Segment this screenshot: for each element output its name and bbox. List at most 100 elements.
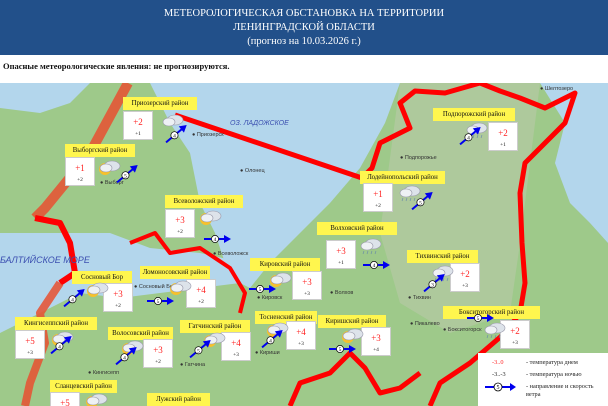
rain-icon bbox=[484, 322, 506, 339]
legend: -3..0 - температура днем -3..-3 - темпер… bbox=[478, 353, 608, 406]
day-temperature: +3 bbox=[371, 333, 381, 343]
wind-arrow-icon: 4 bbox=[459, 127, 481, 146]
day-temperature: +2 bbox=[510, 326, 520, 336]
day-temperature: +5 bbox=[60, 398, 70, 406]
map: ОЗ. ЛАДОЖСКОЕ БАЛТИЙСКОЕ МОРЕ ● Приозерс… bbox=[0, 83, 608, 406]
wind-arrow-icon: 4 bbox=[165, 125, 187, 144]
city-label: ● Бокситогорск bbox=[443, 327, 482, 333]
wind-arrow-icon: 5 bbox=[411, 192, 433, 211]
wind-arrow-icon: 4 bbox=[363, 261, 390, 269]
lake-ladoga bbox=[150, 83, 400, 288]
partly-cloudy-icon bbox=[267, 322, 289, 337]
partly-cloudy-icon bbox=[86, 393, 108, 406]
wind-arrow-icon: 3 bbox=[423, 274, 445, 293]
svg-text:5: 5 bbox=[497, 385, 500, 391]
temperature-box: +3 +4 bbox=[361, 327, 391, 356]
night-temperature: +1 bbox=[135, 131, 141, 137]
title-line-2: ЛЕНИНГРАДСКОЙ ОБЛАСТИ bbox=[233, 22, 375, 33]
wind-speed: 4 bbox=[58, 344, 61, 350]
baltic-label: БАЛТИЙСКОЕ МОРЕ bbox=[0, 255, 90, 265]
temperature-box: +2 +3 bbox=[450, 263, 480, 292]
wind-speed: 5 bbox=[259, 287, 262, 293]
city-label: ● Пикалево bbox=[410, 321, 440, 327]
wind-speed: 4 bbox=[467, 135, 470, 141]
partly-cloudy-icon bbox=[170, 280, 192, 295]
city-label: ● Всеволожск bbox=[213, 251, 249, 257]
wind-speed: 5 bbox=[419, 200, 422, 206]
district-name: Волосовский район bbox=[108, 327, 173, 340]
temperature-box: +4 +3 bbox=[221, 332, 251, 361]
cloudy-icon bbox=[162, 114, 184, 127]
night-temperature: +2 bbox=[177, 229, 183, 235]
district-name: Кировский район bbox=[250, 258, 320, 271]
night-temperature: +2 bbox=[115, 303, 121, 309]
temperature-box: +2 +3 bbox=[500, 320, 530, 349]
district-name: Ломоносовский район bbox=[140, 266, 210, 279]
city-label: ● Олонец bbox=[240, 168, 265, 174]
day-temperature: +2 bbox=[460, 269, 470, 279]
city-label: ● Кингисепп bbox=[88, 370, 120, 376]
day-temperature: +3 bbox=[175, 215, 185, 225]
night-temperature: +3 bbox=[27, 350, 33, 356]
legend-wind-text: - направление и скорость ветра bbox=[526, 383, 594, 398]
wind-arrow-icon: 5 bbox=[249, 285, 276, 293]
city-label: ● Шелтозеро bbox=[540, 86, 574, 92]
city-label: ● Подпорожье bbox=[400, 155, 437, 161]
wind-speed: 3 bbox=[431, 282, 434, 288]
district-name: Бокситогорский район bbox=[443, 306, 540, 319]
city-label: ● Кириши bbox=[255, 350, 280, 356]
lake-onega bbox=[540, 83, 608, 243]
night-temperature: +4 bbox=[373, 347, 379, 353]
wind-arrow-icon: 5 bbox=[189, 340, 211, 359]
night-temperature: +3 bbox=[512, 340, 518, 346]
city-label: ● Сосновый Бор bbox=[134, 284, 176, 290]
wind-arrow-icon: 4 bbox=[50, 336, 72, 355]
wind-speed: 5 bbox=[124, 173, 127, 179]
legend-night-text: - температура ночью bbox=[526, 371, 582, 378]
wind-arrow-icon: 5 bbox=[467, 314, 494, 322]
legend-night-sample: -3..-3 bbox=[492, 371, 506, 378]
district-name: Киришский район bbox=[318, 315, 386, 328]
night-temperature: +3 bbox=[298, 341, 304, 347]
temperature-box: +1 +2 bbox=[363, 183, 393, 212]
city-label: ● Тихвин bbox=[408, 295, 431, 301]
night-temperature: +2 bbox=[375, 203, 381, 209]
district-name: Тосненский район bbox=[255, 311, 317, 324]
hazard-warning: Опасные метеорологические явления: не пр… bbox=[3, 61, 230, 71]
district-name: Всеволожский район bbox=[165, 195, 243, 208]
wind-arrow-icon: 4 bbox=[261, 330, 283, 349]
wind-arrow-icon: 4 bbox=[63, 289, 85, 308]
title-line-3: (прогноз на 10.03.2026 г.) bbox=[247, 36, 361, 47]
day-temperature: +2 bbox=[498, 128, 508, 138]
district-name: Волховский район bbox=[317, 222, 397, 235]
night-temperature: +1 bbox=[500, 142, 506, 148]
wind-speed: 4 bbox=[214, 237, 217, 243]
partly-cloudy-icon bbox=[342, 328, 364, 343]
day-temperature: +4 bbox=[296, 327, 306, 337]
lake-1 bbox=[0, 83, 90, 113]
night-temperature: +2 bbox=[198, 299, 204, 305]
wind-speed: 5 bbox=[157, 299, 160, 305]
district-name: Подпорожский район bbox=[433, 108, 515, 121]
district-name: Лужский район bbox=[147, 393, 210, 406]
partly-cloudy-icon bbox=[99, 160, 121, 175]
temperature-box: +2 +1 bbox=[488, 122, 518, 151]
temperature-box: +1 +2 bbox=[65, 157, 95, 186]
wind-speed: 5 bbox=[197, 348, 200, 354]
city-label: ● Выборг bbox=[100, 180, 124, 186]
night-temperature: +1 bbox=[338, 260, 344, 266]
temperature-box: +4 +3 bbox=[286, 321, 316, 350]
wind-speed: 5 bbox=[339, 347, 342, 353]
wind-arrow-icon: 4 bbox=[204, 235, 231, 243]
temperature-box: +5 bbox=[50, 392, 80, 406]
district-name: Лодейнопольский район bbox=[360, 171, 445, 184]
city-label: ● Кировск bbox=[257, 295, 283, 301]
temperature-box: +2 +1 bbox=[123, 111, 153, 140]
temperature-box: +4 +2 bbox=[186, 279, 216, 308]
temperature-box: +5 +3 bbox=[15, 330, 45, 359]
day-temperature: +1 bbox=[75, 163, 85, 173]
district-name: Сосновый Бор bbox=[72, 271, 132, 284]
wind-speed: 5 bbox=[477, 316, 480, 322]
day-temperature: +2 bbox=[133, 117, 143, 127]
partly-cloudy-icon bbox=[270, 272, 292, 287]
